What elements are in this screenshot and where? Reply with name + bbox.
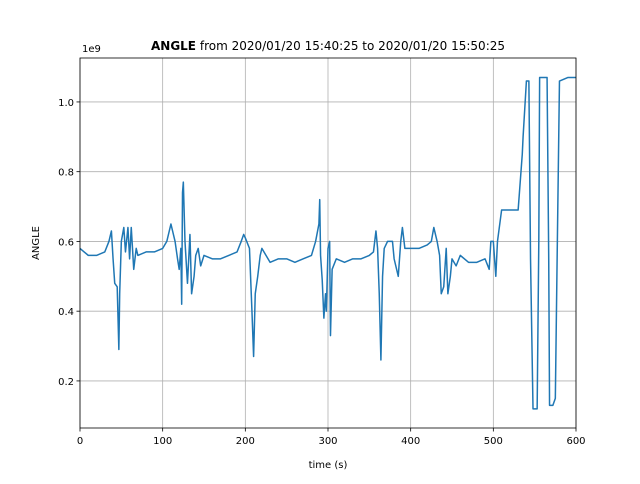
y-tick-label: 1.0 [58, 98, 74, 109]
x-tick-label: 500 [484, 436, 503, 447]
y-axis-label: ANGLE [31, 226, 42, 260]
x-tick-label: 100 [153, 436, 172, 447]
y-tick-label: 0.6 [58, 237, 74, 248]
y-tick-label: 0.2 [58, 377, 74, 388]
title-rest: from 2020/01/20 15:40:25 to 2020/01/20 1… [200, 39, 505, 53]
y-tick-label: 0.4 [58, 307, 74, 318]
x-tick-label: 600 [566, 436, 585, 447]
chart-title: ANGLE from 2020/01/20 15:40:25 to 2020/0… [151, 39, 505, 53]
x-axis-label: time (s) [309, 460, 348, 471]
plot-frame [79, 57, 577, 429]
x-tick-label: 400 [401, 436, 420, 447]
title-bold: ANGLE [151, 39, 196, 53]
x-tick-label: 300 [318, 436, 337, 447]
y-tick-label: 0.8 [58, 168, 74, 179]
data-line [79, 76, 576, 410]
x-tick-label: 0 [77, 436, 83, 447]
y-offset-text: 1e9 [82, 44, 101, 55]
x-tick-label: 200 [236, 436, 255, 447]
